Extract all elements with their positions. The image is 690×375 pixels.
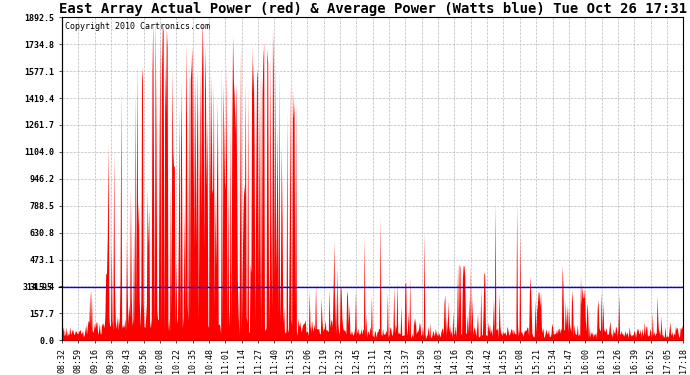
Text: Copyright 2010 Cartronics.com: Copyright 2010 Cartronics.com [65, 22, 210, 31]
Title: East Array Actual Power (red) & Average Power (Watts blue) Tue Oct 26 17:31: East Array Actual Power (red) & Average … [59, 2, 687, 16]
